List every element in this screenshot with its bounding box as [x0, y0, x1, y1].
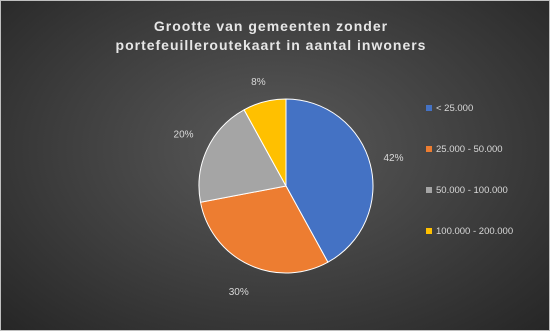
slice-label-0: 42% — [384, 153, 404, 164]
pie-slice-3 — [243, 98, 287, 187]
chart-title-line-1: Grootte van gemeenten zonder — [153, 18, 389, 34]
legend-swatch-0 — [426, 105, 432, 111]
legend-swatch-2 — [426, 187, 432, 193]
slice-label-3: 8% — [251, 77, 266, 88]
chart-title: Grootte van gemeenten zonder portefeuill… — [61, 17, 481, 55]
legend-label-1: 25.000 - 50.000 — [436, 143, 503, 155]
legend-swatch-3 — [426, 228, 432, 234]
legend-item-0: < 25.000 — [426, 101, 546, 115]
legend-label-2: 50.000 - 100.000 — [436, 184, 508, 196]
legend-item-2: 50.000 - 100.000 — [426, 183, 546, 197]
legend-label-3: 100.000 - 200.000 — [436, 225, 514, 237]
legend-label-0: < 25.000 — [436, 102, 474, 114]
slice-label-1: 30% — [229, 287, 249, 298]
pie-slice-0 — [285, 98, 374, 263]
pie-slice-1 — [199, 185, 329, 274]
legend-item-3: 100.000 - 200.000 — [426, 224, 546, 238]
chart-title-line-2: portefeuilleroutekaart in aantal inwoner… — [115, 37, 427, 53]
legend-item-1: 25.000 - 50.000 — [426, 142, 546, 156]
pie-slice-2 — [198, 109, 287, 203]
legend-swatch-1 — [426, 146, 432, 152]
slice-label-2: 20% — [174, 129, 194, 140]
legend: < 25.000 25.000 - 50.000 50.000 - 100.00… — [426, 101, 546, 265]
